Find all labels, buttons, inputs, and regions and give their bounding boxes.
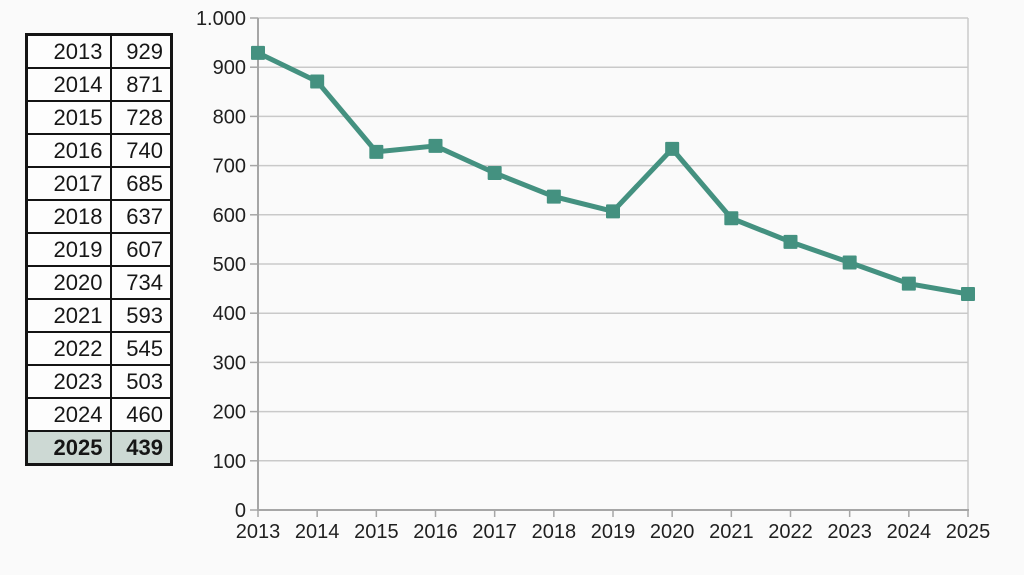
year-cell: 2015 xyxy=(25,100,112,135)
value-cell: 740 xyxy=(109,133,173,168)
value-cell: 503 xyxy=(109,364,173,399)
x-tick-label: 2013 xyxy=(236,521,281,543)
year-cell: 2023 xyxy=(25,364,112,399)
y-tick-label: 0 xyxy=(235,500,246,522)
table-row: 2022 545 xyxy=(25,331,173,366)
table-row: 2018 637 xyxy=(25,199,173,234)
data-point-marker xyxy=(310,74,325,89)
year-cell: 2016 xyxy=(25,133,112,168)
x-tick-label: 2024 xyxy=(887,521,932,543)
table-row: 2016 740 xyxy=(25,133,173,168)
year-cell: 2017 xyxy=(25,166,112,201)
y-tick-label: 100 xyxy=(213,451,246,473)
y-tick-label: 300 xyxy=(213,352,246,374)
value-cell: 929 xyxy=(109,33,173,69)
value-cell: 460 xyxy=(109,397,173,432)
data-line xyxy=(256,50,969,297)
table-row: 2023 503 xyxy=(25,364,173,399)
data-point-marker xyxy=(606,204,620,219)
value-cell: 685 xyxy=(109,166,173,201)
value-cell: 439 xyxy=(109,430,173,466)
table-row: 2021 593 xyxy=(25,298,173,333)
x-tick-label: 2020 xyxy=(650,521,695,543)
x-tick-label: 2025 xyxy=(946,521,991,543)
year-cell: 2022 xyxy=(25,331,112,366)
value-cell: 607 xyxy=(109,232,173,267)
table-row: 2013 929 xyxy=(25,33,173,69)
x-tick-label: 2014 xyxy=(295,521,340,543)
data-table-body: 2013 929 2014 871 2015 728 2016 740 2017 685 2018 6… xyxy=(25,33,173,466)
data-point-marker xyxy=(487,165,502,180)
data-point-marker xyxy=(546,189,561,204)
y-tick-label: 800 xyxy=(213,106,246,128)
y-tick-label: 1.000 xyxy=(196,8,246,30)
x-tick-label: 2015 xyxy=(354,521,399,543)
table-row: 2025 439 xyxy=(25,430,173,466)
x-tick-label: 2023 xyxy=(827,521,872,543)
table-row: 2014 871 xyxy=(25,67,173,102)
year-cell: 2019 xyxy=(25,232,112,267)
table-row: 2020 734 xyxy=(25,265,173,300)
year-cell: 2014 xyxy=(25,67,112,102)
table-row: 2019 607 xyxy=(25,232,173,267)
y-tick-label: 600 xyxy=(213,205,246,227)
value-cell: 593 xyxy=(109,298,173,333)
year-cell: 2024 xyxy=(25,397,112,432)
table-row: 2024 460 xyxy=(25,397,173,432)
year-cell: 2018 xyxy=(25,199,112,234)
data-point-marker xyxy=(251,45,265,60)
year-cell: 2025 xyxy=(25,430,112,466)
x-tick-label: 2019 xyxy=(591,521,636,543)
value-cell: 637 xyxy=(109,199,173,234)
x-tick-label: 2022 xyxy=(768,521,813,543)
x-tick-label: 2021 xyxy=(709,521,754,543)
data-point-marker xyxy=(665,141,680,156)
table-row: 2017 685 xyxy=(25,166,173,201)
x-tick-label: 2018 xyxy=(532,521,577,543)
data-point-marker xyxy=(842,255,857,270)
value-cell: 871 xyxy=(109,67,173,102)
data-table: 2013 929 2014 871 2015 728 2016 740 2017 685 2018 6… xyxy=(25,33,173,466)
year-cell: 2020 xyxy=(25,265,112,300)
year-cell: 2021 xyxy=(25,298,112,333)
data-point-marker xyxy=(901,276,916,291)
y-tick-label: 400 xyxy=(213,303,246,325)
data-point-marker xyxy=(428,138,443,153)
data-point-marker xyxy=(369,144,384,159)
y-tick-label: 700 xyxy=(213,156,246,178)
table-row: 2015 728 xyxy=(25,100,173,135)
value-cell: 728 xyxy=(109,100,173,135)
y-tick-label: 500 xyxy=(213,254,246,276)
y-tick-label: 900 xyxy=(213,57,246,79)
data-point-marker xyxy=(961,287,975,302)
x-tick-label: 2016 xyxy=(413,521,458,543)
y-tick-label: 200 xyxy=(213,402,246,424)
year-cell: 2013 xyxy=(25,33,112,69)
x-tick-label: 2017 xyxy=(472,521,517,543)
value-cell: 734 xyxy=(109,265,173,300)
value-cell: 545 xyxy=(109,331,173,366)
data-point-marker xyxy=(783,234,798,249)
data-point-marker xyxy=(724,211,739,226)
